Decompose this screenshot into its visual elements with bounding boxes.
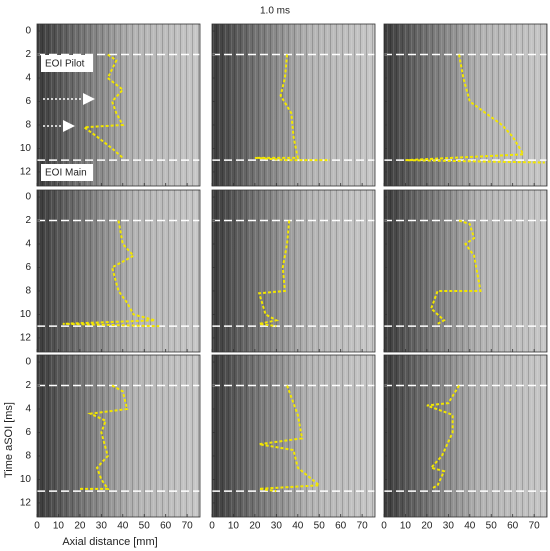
- x-tick-label: 20: [249, 521, 261, 532]
- panel-streaks: [37, 24, 200, 186]
- x-tick-label: 10: [400, 521, 412, 532]
- y-tick-label: 6: [25, 96, 31, 107]
- annotation: EOI Pilot: [45, 59, 85, 70]
- y-tick-label: 12: [20, 498, 32, 509]
- panel-streaks: [37, 355, 200, 517]
- y-tick-label: 2: [25, 49, 31, 60]
- x-tick-label: 70: [357, 521, 369, 532]
- panel-frame: [383, 189, 548, 353]
- trace: [259, 385, 322, 493]
- arrow-head: [63, 120, 75, 132]
- y-tick-label: 0: [25, 26, 31, 37]
- annotation: EOI Main: [45, 168, 87, 179]
- panel-streaks: [212, 355, 375, 517]
- x-tick-label: 20: [74, 521, 86, 532]
- y-tick-label: 10: [20, 309, 32, 320]
- panel-frame: [36, 23, 201, 187]
- x-tick-label: 60: [160, 521, 172, 532]
- y-tick-label: 12: [20, 167, 32, 178]
- y-tick-label: 8: [25, 451, 31, 462]
- trace: [257, 220, 291, 328]
- x-tick-label: 60: [507, 521, 519, 532]
- trace: [430, 219, 482, 325]
- trace: [426, 385, 460, 490]
- panel-streaks: [212, 24, 375, 186]
- y-tick-label: 6: [25, 262, 31, 273]
- x-tick-label: 50: [486, 521, 498, 532]
- x-tick-label: 40: [292, 521, 304, 532]
- x-tick-label: 0: [209, 521, 215, 532]
- x-tick-label: 30: [443, 521, 455, 532]
- panel-streaks: [384, 355, 547, 517]
- x-tick-label: 30: [96, 521, 108, 532]
- y-axis-label: Time aSOI [ms]: [3, 402, 15, 478]
- x-tick-label: 70: [182, 521, 194, 532]
- panel-frame: [36, 354, 201, 518]
- trace: [79, 384, 129, 490]
- annotation-box: [41, 55, 93, 72]
- x-tick-label: 0: [381, 521, 387, 532]
- panel-streaks: [384, 190, 547, 352]
- y-tick-label: 10: [20, 474, 32, 485]
- y-tick-label: 8: [25, 120, 31, 131]
- x-axis-label: Axial distance [mm]: [62, 536, 157, 548]
- trace: [405, 54, 545, 164]
- y-tick-label: 6: [25, 427, 31, 438]
- trace: [81, 53, 125, 159]
- trace: [254, 54, 330, 162]
- x-tick-label: 10: [228, 521, 240, 532]
- trace: [62, 220, 160, 328]
- y-tick-label: 12: [20, 333, 32, 344]
- panel-streaks: [37, 190, 200, 352]
- panel-frame: [383, 354, 548, 518]
- x-tick-label: 10: [53, 521, 65, 532]
- panel-frame: [36, 189, 201, 353]
- figure-title: 1.0 ms: [260, 6, 290, 17]
- x-tick-label: 40: [117, 521, 129, 532]
- x-tick-label: 70: [529, 521, 541, 532]
- panel-streaks: [212, 190, 375, 352]
- x-tick-label: 60: [335, 521, 347, 532]
- arrow-head: [83, 93, 95, 105]
- panel-frame: [211, 189, 376, 353]
- panel-frame: [383, 23, 548, 187]
- y-tick-label: 4: [25, 239, 31, 250]
- y-tick-label: 0: [25, 192, 31, 203]
- y-tick-label: 8: [25, 286, 31, 297]
- x-tick-label: 30: [271, 521, 283, 532]
- x-tick-label: 0: [34, 521, 40, 532]
- x-tick-label: 20: [421, 521, 433, 532]
- y-tick-label: 4: [25, 73, 31, 84]
- panel-frame: [211, 23, 376, 187]
- panel-frame: [211, 354, 376, 518]
- x-tick-label: 50: [314, 521, 326, 532]
- x-tick-label: 40: [464, 521, 476, 532]
- y-tick-label: 2: [25, 380, 31, 391]
- y-tick-label: 2: [25, 215, 31, 226]
- x-tick-label: 50: [139, 521, 151, 532]
- y-tick-label: 4: [25, 404, 31, 415]
- annotation-box: [41, 164, 93, 181]
- y-tick-label: 0: [25, 357, 31, 368]
- y-tick-label: 10: [20, 143, 32, 154]
